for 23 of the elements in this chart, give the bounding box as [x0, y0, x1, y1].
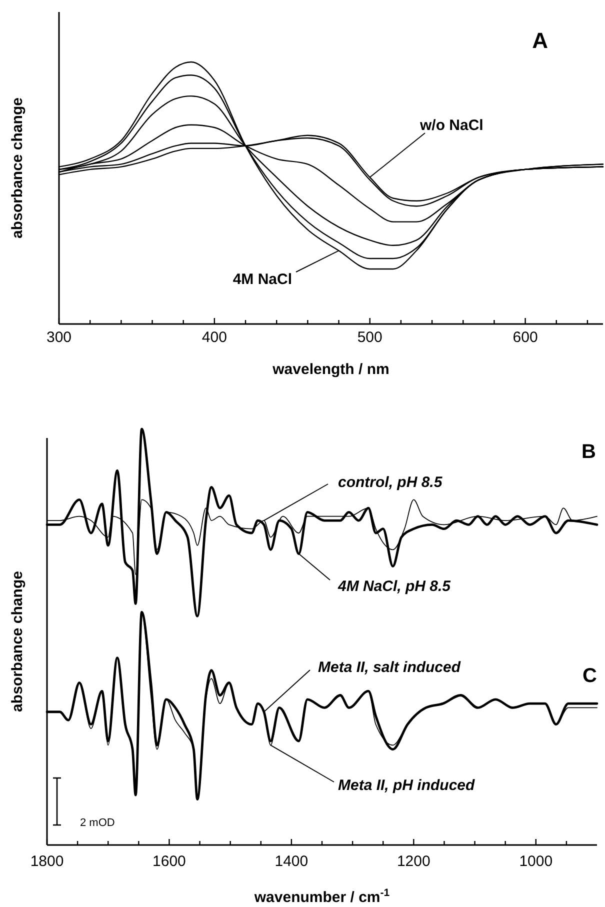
- x-tick-label: 500: [357, 329, 382, 346]
- series-label: 4M NaCl, pH 8.5: [337, 578, 452, 595]
- x-tick-label: 1600: [152, 853, 186, 870]
- text: w/o NaCl: [419, 117, 484, 134]
- series-label: Meta II, salt induced: [318, 659, 462, 676]
- x-tick-label: 1000: [519, 853, 553, 870]
- annotation: C: [582, 665, 597, 687]
- text: A: [532, 28, 548, 53]
- x-axis-title: wavenumber / cm$^{-1}$: [253, 887, 390, 906]
- x-tick-label: 1800: [30, 853, 64, 870]
- y-axis-title: absorbance change: [9, 571, 26, 712]
- text: Meta II, pH induced: [338, 777, 476, 794]
- series-label: control, pH 8.5: [338, 474, 443, 491]
- annotation: 2 mOD: [80, 817, 115, 829]
- x-axis-title: wavelength / nm: [272, 361, 390, 378]
- annotation: B: [582, 441, 596, 463]
- y-axis-title: absorbance change: [9, 98, 26, 238]
- text: 4M NaCl: [232, 271, 292, 288]
- x-tick-label: 400: [202, 329, 227, 346]
- x-tick-label: 1400: [274, 853, 308, 870]
- x-tick-label: 1200: [396, 853, 430, 870]
- x-tick-label: 300: [46, 329, 72, 346]
- x-tick-label: 600: [512, 329, 538, 346]
